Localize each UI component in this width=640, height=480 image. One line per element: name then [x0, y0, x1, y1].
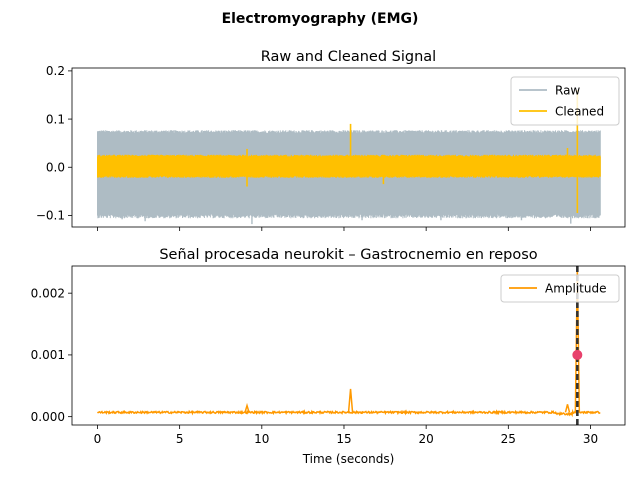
raw-cleaned-plot-area — [97, 90, 601, 225]
activity-point — [572, 349, 583, 360]
y-tick-label: 0.1 — [46, 112, 65, 126]
y-tick-label: 0.001 — [31, 348, 65, 362]
x-tick-label: 20 — [419, 432, 434, 446]
y-tick-label: −0.1 — [36, 209, 65, 223]
amplitude-peak-mark — [564, 404, 571, 413]
x-axis-label: Time (seconds) — [302, 452, 395, 466]
raw-cleaned-legend: Raw Cleaned — [510, 76, 620, 126]
amplitude-chart: Señal procesada neurokit – Gastrocnemio … — [31, 247, 626, 466]
legend-box — [510, 76, 620, 126]
chart-title-raw-cleaned: Raw and Cleaned Signal — [261, 49, 436, 65]
raw-cleaned-ticks: −0.1 0.0 0.1 0.2 — [36, 64, 591, 231]
raw-cleaned-chart: Raw and Cleaned Signal −0.1 0.0 0.1 0.2 Raw… — [36, 49, 626, 231]
series-amplitude — [96, 408, 601, 418]
amplitude-axes-frame — [71, 265, 626, 426]
y-tick-label: 0.0 — [46, 160, 65, 174]
x-tick-label: 5 — [176, 432, 184, 446]
legend-label: Amplitude — [545, 282, 607, 296]
amplitude-peak-mark — [244, 402, 250, 413]
amplitude-peak-mark — [347, 388, 354, 413]
figure-title: Electromyography (EMG) — [222, 11, 419, 27]
series-cleaned — [97, 154, 601, 178]
x-tick-label: 25 — [501, 432, 516, 446]
x-tick-label: 30 — [583, 432, 598, 446]
legend-box — [500, 274, 620, 303]
y-tick-label: 0.2 — [46, 64, 65, 78]
x-tick-label: 15 — [336, 432, 351, 446]
x-tick-label: 0 — [94, 432, 102, 446]
y-tick-label: 0.000 — [31, 410, 65, 424]
amplitude-legend: Amplitude — [500, 274, 620, 303]
x-tick-label: 10 — [254, 432, 269, 446]
legend-label: Raw — [555, 84, 580, 98]
y-tick-label: 0.002 — [31, 286, 65, 300]
legend-label: Cleaned — [555, 105, 604, 119]
amplitude-ticks: 0 5 10 15 20 25 30 0.000 0.001 0.002 — [31, 286, 598, 446]
chart-title-amplitude: Señal procesada neurokit – Gastrocnemio … — [159, 247, 537, 263]
raw-cleaned-axes-frame — [71, 67, 626, 228]
amplitude-plot-area — [96, 266, 601, 425]
